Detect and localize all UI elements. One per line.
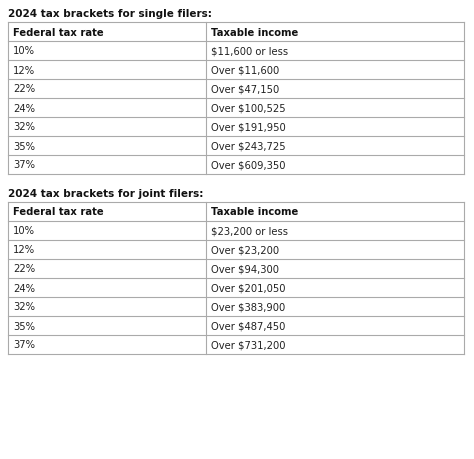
Bar [8,241,206,259]
Text: $23,200 or less: $23,200 or less [211,226,288,236]
Bar [8,316,206,335]
Bar [8,156,206,174]
Text: 2024 tax brackets for single filers:: 2024 tax brackets for single filers: [8,9,212,19]
Bar [8,279,206,297]
Bar [206,202,464,222]
Text: 2024 tax brackets for joint filers:: 2024 tax brackets for joint filers: [8,189,203,199]
Bar [206,137,464,156]
Bar [206,297,464,316]
Bar [206,23,464,42]
Text: Over $609,350: Over $609,350 [211,160,286,170]
Text: Over $94,300: Over $94,300 [211,264,279,274]
Text: 22%: 22% [13,84,35,94]
Text: 22%: 22% [13,264,35,274]
Text: 35%: 35% [13,141,35,151]
Bar [206,118,464,137]
Text: Taxable income: Taxable income [211,207,299,217]
Text: Federal tax rate: Federal tax rate [13,28,104,38]
Bar [8,118,206,137]
Bar [8,335,206,354]
Text: Over $731,200: Over $731,200 [211,340,286,350]
Text: 12%: 12% [13,245,35,255]
Text: Over $243,725: Over $243,725 [211,141,286,151]
Bar [206,222,464,241]
Bar [206,279,464,297]
Bar [206,80,464,99]
Text: 24%: 24% [13,103,35,113]
Bar [206,335,464,354]
Bar [8,42,206,61]
Text: 37%: 37% [13,160,35,170]
Bar [8,202,206,222]
Bar [206,99,464,118]
Bar [206,241,464,259]
Bar [8,99,206,118]
Text: 24%: 24% [13,283,35,293]
Text: 12%: 12% [13,65,35,75]
Bar [8,80,206,99]
Bar [206,259,464,279]
Text: Over $47,150: Over $47,150 [211,84,280,94]
Text: 35%: 35% [13,321,35,331]
Text: 32%: 32% [13,302,35,312]
Text: Taxable income: Taxable income [211,28,299,38]
Bar [206,61,464,80]
Bar [8,222,206,241]
Text: 37%: 37% [13,340,35,350]
Text: Over $11,600: Over $11,600 [211,65,280,75]
Text: 10%: 10% [13,46,35,56]
Text: Federal tax rate: Federal tax rate [13,207,104,217]
Text: $11,600 or less: $11,600 or less [211,46,289,56]
Text: Over $100,525: Over $100,525 [211,103,286,113]
Text: Over $383,900: Over $383,900 [211,302,286,312]
Text: Over $487,450: Over $487,450 [211,321,286,331]
Bar [8,61,206,80]
Bar [206,42,464,61]
Bar [206,156,464,174]
Bar [8,137,206,156]
Bar [8,259,206,279]
Text: Over $23,200: Over $23,200 [211,245,280,255]
Text: 10%: 10% [13,226,35,236]
Text: Over $191,950: Over $191,950 [211,122,286,132]
Bar [206,316,464,335]
Text: 32%: 32% [13,122,35,132]
Bar [8,23,206,42]
Text: Over $201,050: Over $201,050 [211,283,286,293]
Bar [8,297,206,316]
